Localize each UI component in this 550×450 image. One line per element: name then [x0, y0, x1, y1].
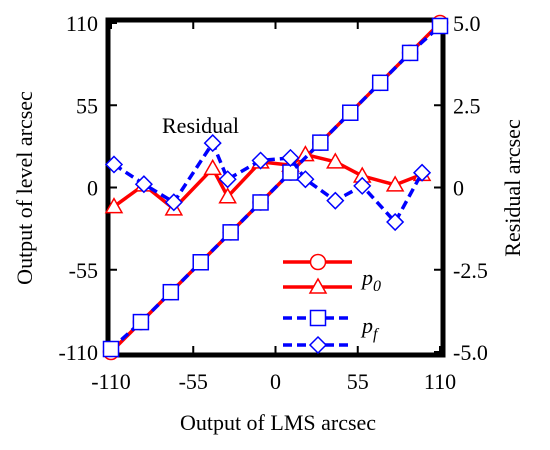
data-point	[296, 145, 315, 162]
y2-axis-label: Residual arcsec	[500, 119, 525, 257]
y-tick-label: 110	[66, 11, 98, 36]
y-tick-label: -110	[58, 340, 98, 365]
legend: p0 pf	[283, 253, 381, 355]
legend-marker	[308, 277, 328, 294]
data-point	[386, 212, 405, 232]
y-tick-label: 0	[87, 176, 98, 201]
y-tick-label: -55	[69, 258, 98, 283]
data-point	[102, 340, 120, 358]
legend-marker	[309, 309, 327, 327]
data-point	[192, 254, 209, 271]
legend-marker	[309, 253, 327, 271]
y-axis-label: Output of level arcsec	[12, 91, 37, 285]
series-pf-square	[102, 17, 449, 358]
data-point	[251, 151, 270, 170]
data-point	[371, 74, 389, 92]
data-point	[132, 313, 150, 331]
data-point	[134, 175, 153, 194]
legend-marker	[308, 335, 328, 355]
y2-tick-label: 2.5	[453, 93, 481, 118]
data-point	[401, 44, 419, 62]
data-point	[104, 197, 124, 214]
y2-tick-label: 0	[453, 176, 464, 201]
data-point	[222, 224, 239, 241]
data-point	[342, 104, 359, 121]
data-point	[162, 283, 180, 301]
series-pf-diamond	[104, 134, 432, 232]
data-point	[218, 187, 237, 204]
data-point	[218, 170, 237, 189]
data-point	[252, 194, 269, 211]
data-point	[326, 191, 345, 210]
y-tick-label: 55	[76, 93, 98, 118]
legend-label: pf	[360, 313, 380, 343]
x-tick-label: -110	[91, 369, 131, 394]
y2-tick-label: -5.0	[453, 340, 488, 365]
data-point	[326, 152, 345, 169]
data-point	[281, 148, 300, 167]
data-point	[104, 155, 124, 174]
y2-tick-label: -2.5	[453, 258, 488, 283]
data-point	[203, 158, 222, 176]
legend-label: p0	[360, 265, 381, 295]
data-point	[431, 17, 449, 35]
data-point	[353, 176, 372, 195]
x-axis-label: Output of LMS arcsec	[180, 410, 376, 435]
residual-annotation: Residual	[162, 113, 239, 138]
series-group	[102, 14, 449, 361]
data-point	[412, 163, 432, 182]
data-point	[203, 134, 222, 153]
data-point	[296, 170, 315, 189]
x-tick-label: -55	[179, 369, 208, 394]
x-tick-label: 55	[347, 369, 369, 394]
x-tick-label: 0	[270, 369, 281, 394]
data-point	[164, 193, 183, 212]
x-tick-label: 110	[424, 369, 456, 394]
data-point	[385, 175, 405, 192]
data-point	[312, 134, 329, 151]
y2-tick-label: 5.0	[453, 11, 481, 36]
